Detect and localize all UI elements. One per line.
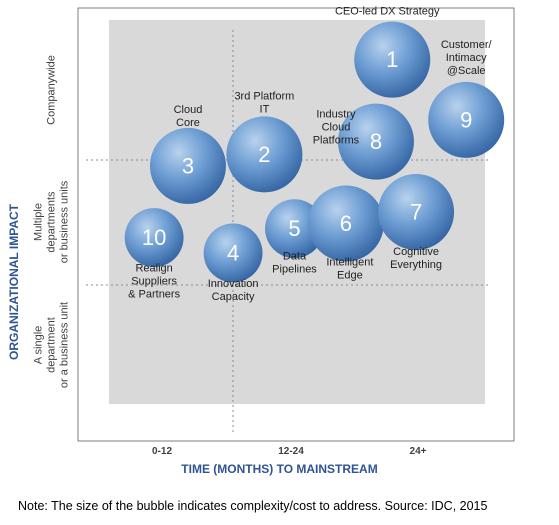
bubble-number-9: 9 xyxy=(460,107,472,132)
bubble-number-7: 7 xyxy=(410,200,422,225)
bubble-label-1: CEO-led DX Strategy xyxy=(335,6,440,18)
bubble-label-6: Intelligent Edge xyxy=(326,257,373,282)
bubble-number-1: 1 xyxy=(386,47,398,72)
y-category-line: department xyxy=(45,317,58,373)
y-category-label: A single department or a business unit xyxy=(33,302,72,388)
x-tick-label: 12-24 xyxy=(278,446,304,457)
bubble-number-5: 5 xyxy=(288,216,300,241)
bubble-number-6: 6 xyxy=(340,211,352,236)
plot-frame xyxy=(77,7,515,442)
x-tick-label: 24+ xyxy=(409,446,427,457)
y-category-line: or a business unit xyxy=(58,301,71,389)
y-category-line: or business units xyxy=(58,180,71,264)
y-category-line: departments xyxy=(45,191,58,253)
bubble-label-7: Cognitive Everything xyxy=(390,246,442,271)
bubble-labels-group: CEO-led DX Strategy 3rd Platform IT Cloud Co… xyxy=(128,6,492,303)
bubble-7 xyxy=(378,174,455,250)
y-category-label: Multiple departments or business units xyxy=(33,181,72,264)
footnote: Note: The size of the bubble indicates c… xyxy=(18,499,488,513)
bubble-number-4: 4 xyxy=(227,240,239,265)
bubble-8 xyxy=(337,103,414,180)
bubble-label-4: Innovation Capacity xyxy=(208,278,259,303)
bubble-number-3: 3 xyxy=(182,153,194,178)
bubble-1 xyxy=(354,21,431,98)
bubble-10 xyxy=(124,208,184,268)
y-category-line: Companywide xyxy=(45,55,58,125)
y-category-label: Companywide xyxy=(46,55,59,125)
bubble-number-2: 2 xyxy=(258,142,270,167)
bubble-6 xyxy=(307,185,384,262)
bubble-9 xyxy=(428,81,505,158)
y-axis-title: ORGANIZATIONAL IMPACT xyxy=(7,204,21,360)
bubbles-group: 1 2 3 4 5 6 7 8 9 10 xyxy=(124,21,505,283)
bubble-3 xyxy=(149,127,226,204)
bubble-label-5: Data Pipelines xyxy=(272,251,317,276)
bubble-4 xyxy=(203,223,263,283)
x-axis-title: TIME (MONTHS) TO MAINSTREAM xyxy=(181,462,378,476)
bubble-number-8: 8 xyxy=(370,129,382,154)
bubble-label-2: 3rd Platform IT xyxy=(234,90,294,115)
x-tick-label: 0-12 xyxy=(151,446,173,457)
bubble-label-10: Realign Suppliers & Partners xyxy=(128,263,180,301)
bubble-label-8: Industry Cloud Platforms xyxy=(313,109,360,147)
bubble-label-9: Customer/Intimacy @Scale xyxy=(441,39,493,77)
bubble-2 xyxy=(226,116,303,193)
y-category-line: Multiple xyxy=(32,203,45,241)
y-category-line: A single xyxy=(32,325,45,365)
bubble-label-3: Cloud Core xyxy=(174,104,203,129)
bubble-number-10: 10 xyxy=(142,225,166,250)
